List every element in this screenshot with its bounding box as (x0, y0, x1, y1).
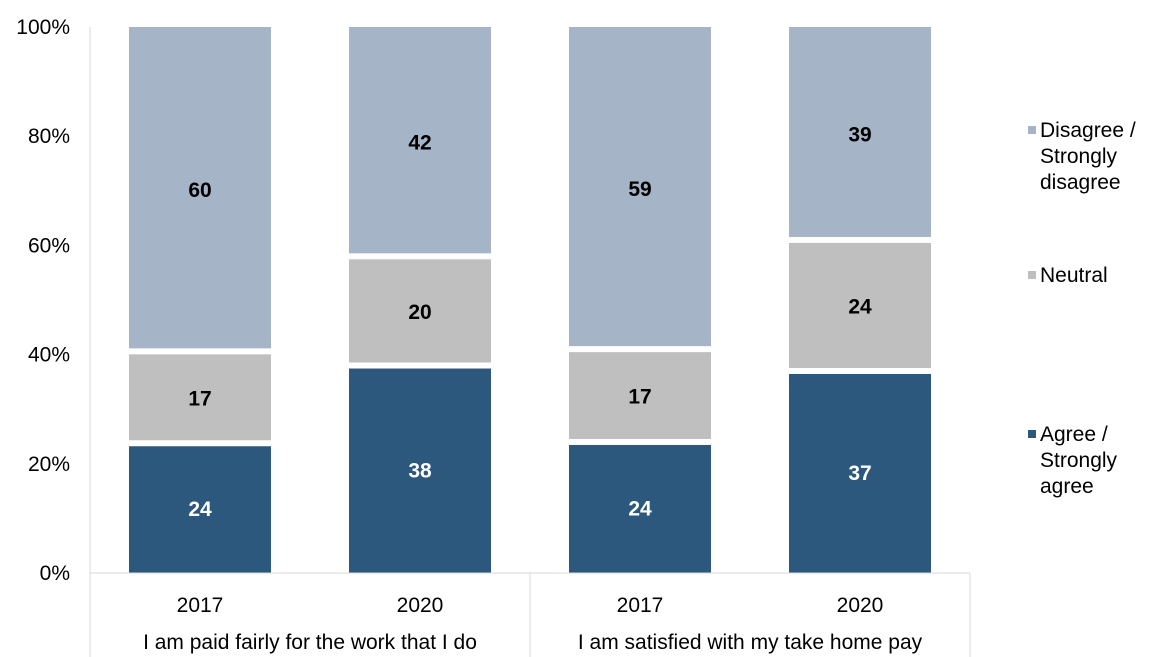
legend-label: Neutral (1040, 264, 1108, 287)
data-label: 38 (408, 459, 432, 482)
y-tick-label: 40% (28, 344, 70, 367)
legend-swatch (1028, 126, 1036, 134)
legend-label: disagree (1040, 171, 1121, 194)
bar-segment (349, 259, 491, 363)
data-label: 37 (848, 462, 871, 485)
x-tick-label: 2017 (177, 594, 224, 617)
legend-label: agree (1040, 475, 1094, 498)
bar-segment (349, 27, 491, 254)
bar-segment (129, 446, 271, 573)
bar-segment (789, 27, 931, 237)
bar-segment (569, 352, 711, 439)
x-tick-label: 2017 (617, 594, 664, 617)
data-label: 24 (628, 497, 652, 520)
data-label: 60 (188, 179, 211, 202)
group-label: I am paid fairly for the work that I do (143, 631, 477, 654)
data-label: 59 (628, 178, 651, 201)
data-label: 20 (408, 301, 431, 324)
data-label: 24 (848, 295, 872, 318)
data-label: 42 (408, 132, 431, 155)
y-tick-label: 80% (28, 125, 70, 148)
y-tick-label: 0% (40, 562, 70, 585)
x-tick-label: 2020 (837, 594, 884, 617)
group-label: I am satisfied with my take home pay (578, 631, 923, 654)
data-label: 24 (188, 498, 212, 521)
bar-segment (129, 27, 271, 349)
bar-segment (789, 373, 931, 573)
bar-segment (789, 242, 931, 368)
legend-label: Strongly (1040, 449, 1118, 472)
bar-segment (129, 354, 271, 441)
y-tick-label: 20% (28, 453, 70, 476)
legend-label: Agree / (1040, 423, 1108, 446)
legend-swatch (1028, 271, 1036, 279)
bar-segment (569, 27, 711, 347)
y-tick-label: 60% (28, 234, 70, 257)
legend-label: Strongly (1040, 145, 1118, 168)
legend-label: Disagree / (1040, 119, 1136, 142)
bar-segment (569, 444, 711, 573)
legend-swatch (1028, 430, 1036, 438)
data-label: 39 (848, 123, 871, 146)
x-tick-label: 2020 (397, 594, 444, 617)
data-label: 17 (628, 386, 651, 409)
bar-segment (349, 368, 491, 573)
y-tick-label: 100% (16, 16, 70, 39)
data-label: 17 (188, 387, 211, 410)
